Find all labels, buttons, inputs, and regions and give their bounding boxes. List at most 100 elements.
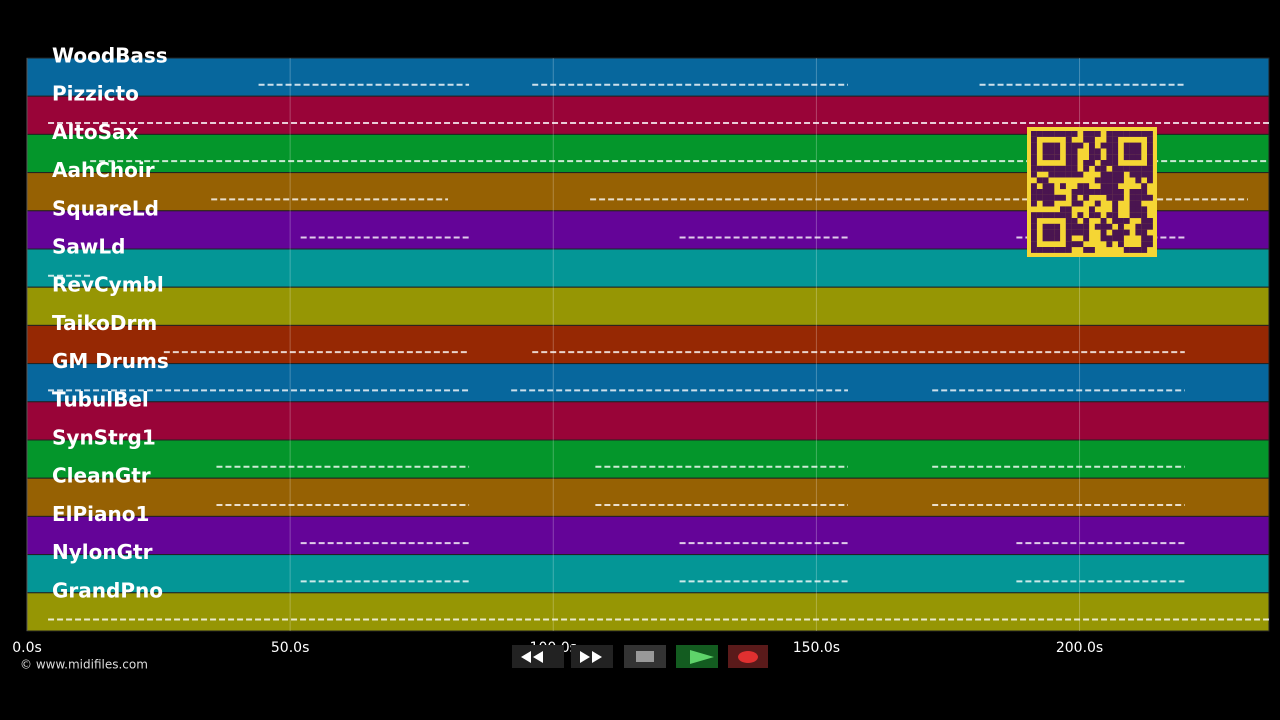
qr-cell bbox=[1147, 136, 1153, 143]
track-row bbox=[26, 286, 1270, 326]
qr-cell bbox=[1031, 241, 1037, 248]
qr-cell bbox=[1042, 235, 1049, 242]
qr-cell bbox=[1135, 247, 1142, 253]
qr-cell bbox=[1054, 235, 1061, 242]
qr-cell bbox=[1135, 200, 1142, 207]
qr-cell bbox=[1100, 142, 1107, 149]
qr-cell bbox=[1112, 235, 1119, 242]
qr-cell bbox=[1106, 160, 1113, 166]
qr-cell bbox=[1141, 206, 1148, 213]
qr-cell bbox=[1031, 160, 1037, 166]
x-tick-label: 0.0s bbox=[12, 640, 42, 656]
qr-cell bbox=[1054, 142, 1061, 149]
qr-cell bbox=[1042, 148, 1049, 155]
qr-cell bbox=[1106, 177, 1113, 184]
qr-cell bbox=[1031, 212, 1037, 219]
track-label: CleanGtr bbox=[52, 464, 151, 488]
qr-cell bbox=[1118, 131, 1124, 137]
qr-cell bbox=[1031, 183, 1037, 190]
stop-icon bbox=[636, 651, 654, 662]
qr-cell bbox=[1042, 189, 1049, 195]
qr-cell bbox=[1129, 212, 1136, 219]
qr-cell bbox=[1112, 200, 1119, 207]
qr-cell bbox=[1106, 189, 1113, 195]
qr-cell bbox=[1048, 183, 1055, 190]
qr-cell bbox=[1141, 247, 1148, 253]
qr-cell bbox=[1123, 247, 1130, 253]
qr-cell bbox=[1118, 165, 1124, 172]
qr-cell bbox=[1147, 142, 1153, 149]
qr-cell bbox=[1094, 189, 1101, 195]
qr-cell bbox=[1118, 189, 1124, 195]
qr-cell bbox=[1060, 247, 1066, 253]
x-tick-label: 150.0s bbox=[793, 640, 840, 656]
track-row bbox=[26, 592, 1270, 632]
qr-cell bbox=[1147, 223, 1153, 230]
qr-cell bbox=[1031, 200, 1037, 207]
qr-cell bbox=[1106, 136, 1113, 143]
qr-cell bbox=[1036, 212, 1043, 219]
play-icon bbox=[690, 650, 714, 664]
qr-cell bbox=[1129, 194, 1136, 201]
qr-cell bbox=[1071, 160, 1078, 166]
qr-cell bbox=[1141, 194, 1148, 201]
qr-cell bbox=[1048, 223, 1055, 230]
qr-cell bbox=[1083, 235, 1090, 242]
qr-cell bbox=[1071, 223, 1078, 230]
qr-cell bbox=[1031, 218, 1037, 224]
qr-cell bbox=[1065, 136, 1072, 143]
qr-cell bbox=[1060, 131, 1066, 137]
qr-cell bbox=[1036, 247, 1043, 253]
qr-cell bbox=[1031, 148, 1037, 155]
qr-cell bbox=[1031, 247, 1037, 253]
qr-cell bbox=[1042, 223, 1049, 230]
qr-cell bbox=[1141, 218, 1148, 224]
track-row bbox=[26, 401, 1270, 441]
qr-cell bbox=[1071, 218, 1078, 224]
track-label: WoodBass bbox=[52, 44, 168, 68]
track-label: GM Drums bbox=[52, 349, 169, 373]
qr-cell bbox=[1077, 212, 1084, 219]
qr-cell bbox=[1048, 154, 1055, 161]
qr-cell bbox=[1077, 229, 1084, 236]
track-label: Pizzicto bbox=[52, 82, 139, 106]
qr-code bbox=[1027, 127, 1157, 257]
forward-icon bbox=[580, 651, 602, 663]
qr-cell bbox=[1141, 165, 1148, 172]
qr-cell bbox=[1048, 229, 1055, 236]
track-label: TaikoDrm bbox=[52, 311, 157, 335]
qr-cell bbox=[1100, 223, 1107, 230]
qr-cell bbox=[1054, 223, 1061, 230]
qr-cell bbox=[1147, 165, 1153, 172]
qr-cell bbox=[1112, 177, 1119, 184]
qr-cell bbox=[1106, 183, 1113, 190]
qr-cell bbox=[1147, 171, 1153, 178]
qr-cell bbox=[1083, 229, 1090, 236]
qr-cell bbox=[1094, 131, 1101, 137]
qr-cell bbox=[1060, 212, 1066, 219]
qr-cell bbox=[1042, 177, 1049, 184]
qr-cell bbox=[1112, 171, 1119, 178]
qr-cell bbox=[1089, 212, 1095, 219]
qr-cell bbox=[1112, 229, 1119, 236]
qr-cell bbox=[1042, 247, 1049, 253]
qr-cell bbox=[1089, 136, 1095, 143]
qr-cell bbox=[1054, 165, 1061, 172]
qr-cell bbox=[1141, 131, 1148, 137]
qr-cell bbox=[1089, 206, 1095, 213]
qr-cell bbox=[1071, 165, 1078, 172]
track-label: AltoSax bbox=[52, 120, 139, 144]
qr-cell bbox=[1031, 154, 1037, 161]
qr-cell bbox=[1071, 229, 1078, 236]
qr-cell bbox=[1106, 142, 1113, 149]
qr-cell bbox=[1065, 241, 1072, 248]
qr-cell bbox=[1135, 154, 1142, 161]
qr-cell bbox=[1129, 189, 1136, 195]
qr-cell bbox=[1065, 148, 1072, 155]
qr-cell bbox=[1060, 194, 1066, 201]
qr-cell bbox=[1065, 218, 1072, 224]
qr-cell bbox=[1135, 212, 1142, 219]
track-row bbox=[26, 57, 1270, 97]
qr-cell bbox=[1048, 200, 1055, 207]
qr-cell bbox=[1031, 223, 1037, 230]
